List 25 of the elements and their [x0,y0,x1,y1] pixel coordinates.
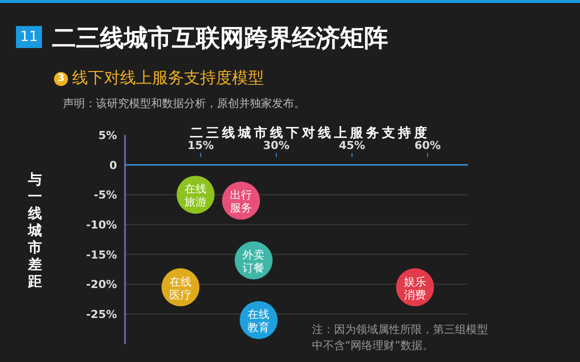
chart-title: 二三线城市互联网跨界经济矩阵 [52,23,388,54]
y-tick-label: 0 [109,158,118,172]
text: 11 [16,26,42,48]
y-tick-label: -20% [86,278,117,292]
y-tick-label: -25% [86,308,117,322]
y-tick-label: -15% [86,248,117,262]
text: 3 [54,72,68,86]
x-tick-label: 45% [338,139,366,152]
series-label: 在线医疗 [169,275,192,302]
x-tick-label: 15% [187,139,214,152]
x-axis-title: 二三线城市线下对线上服务支持度 [190,124,430,141]
y-tick-label: 5% [98,128,117,142]
text: 声明：该研究模型和数据分析，原创并独家发布。 [63,96,305,111]
series-label: 在线教育 [248,308,270,334]
x-tick-label: 30% [263,139,290,152]
y-tick-label: -5% [94,188,117,202]
x-tick-label: 60% [414,139,441,152]
series-label: 出行服务 [230,188,252,215]
series-label: 外卖订餐 [242,248,265,274]
series-label: 在线旅游 [184,182,207,209]
annotation: 注：因为领域属性所限，第三组模型中不含“网络理财”数据。 [312,322,489,354]
y-axis-title: 与一线城市差距 [28,172,43,291]
series-label: 娱乐消费 [404,275,426,302]
chart-subtitle: 线下对线上服务支持度模型 [72,68,264,89]
y-tick-label: -10% [86,218,117,232]
